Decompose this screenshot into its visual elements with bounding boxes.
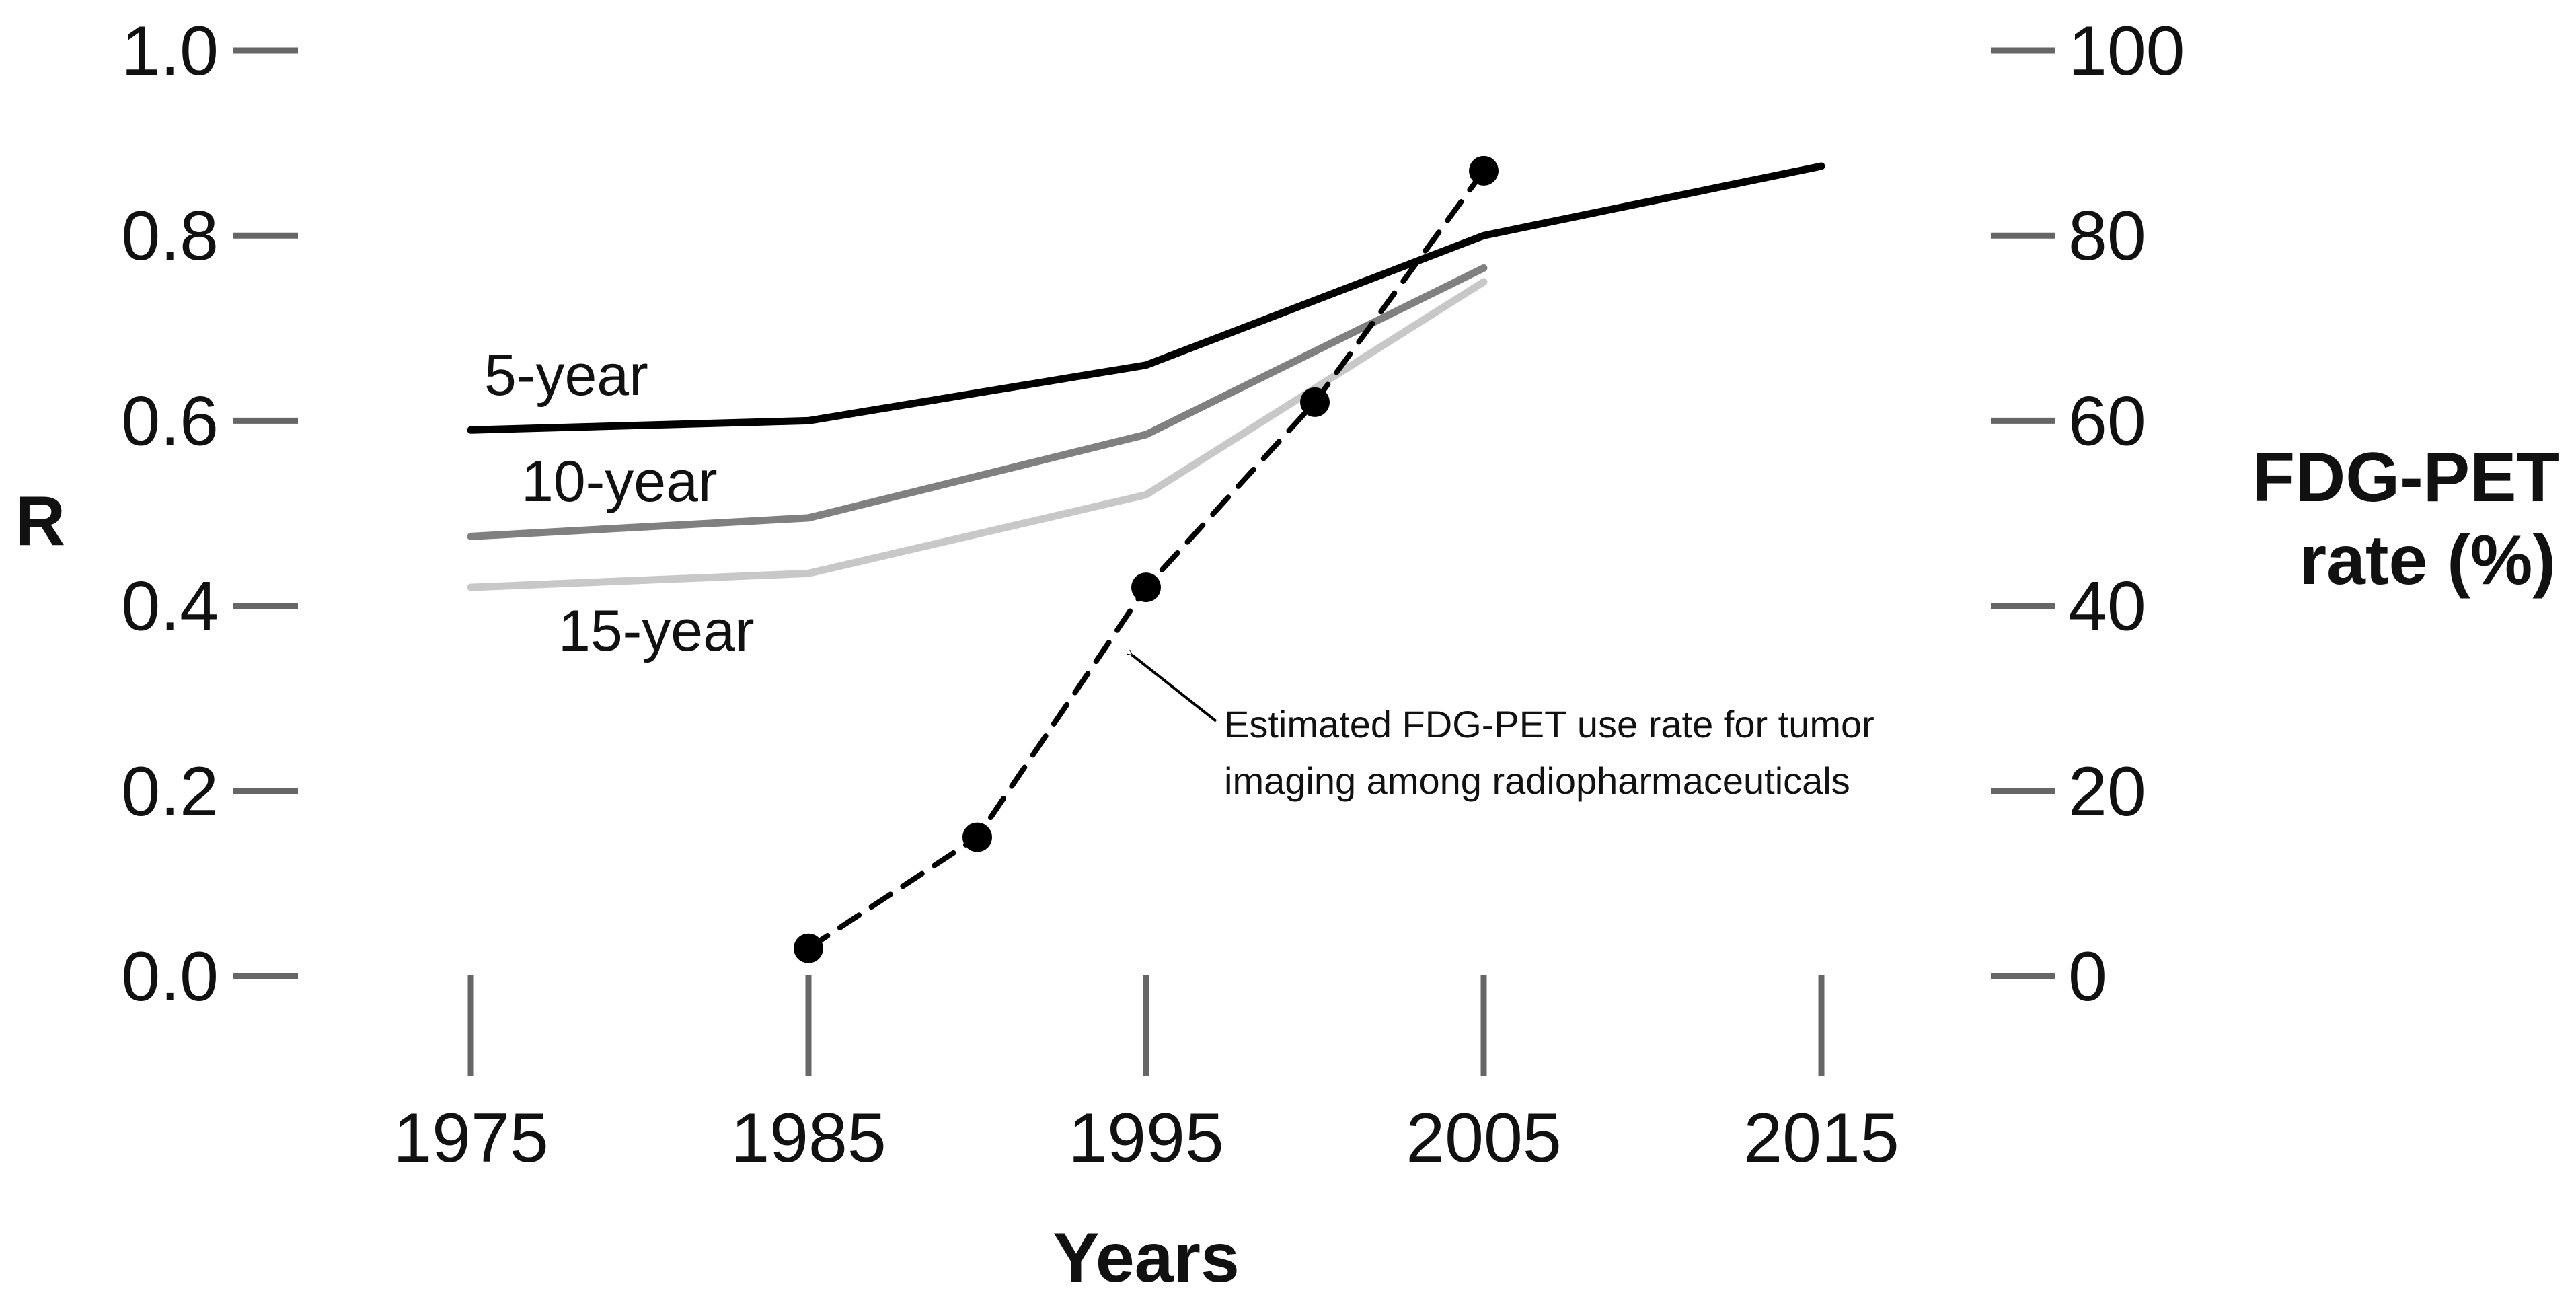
series-line-5-year <box>467 162 1825 434</box>
series-lines <box>467 155 1825 963</box>
x-tick-label: 2005 <box>1406 1099 1561 1177</box>
left-y-tick-label: 0.0 <box>121 938 219 1016</box>
right-y-axis-title-line1: FDG-PET <box>2252 439 2559 517</box>
right-y-tick-label: 0 <box>2068 938 2107 1016</box>
left-y-tick-label: 0.8 <box>121 197 219 275</box>
x-tick-label: 1995 <box>1068 1099 1223 1177</box>
right-y-tick-label: 60 <box>2068 382 2146 460</box>
right-y-tick-label: 20 <box>2068 753 2146 831</box>
x-tick-label: 1975 <box>393 1099 548 1177</box>
series-label-5-year: 5-year <box>484 343 648 408</box>
left-y-tick-label: 1.0 <box>121 12 219 90</box>
left-y-axis: 0.0 0.2 0.4 0.6 0.8 1.0 <box>121 12 298 1016</box>
series-line-15-year <box>467 278 1488 591</box>
annotation: Estimated FDG-PET use rate for tumor imag… <box>1132 655 1874 802</box>
x-tick-label: 1985 <box>730 1099 886 1177</box>
series-line-10-year <box>467 264 1488 540</box>
annotation-arrow <box>1132 655 1217 722</box>
x-axis: 1975 1985 1995 2005 2015 <box>393 975 1899 1177</box>
data-point <box>1469 155 1499 186</box>
right-y-axis-title-line2: rate (%) <box>2300 521 2556 599</box>
series-labels: 5-year 10-year 15-year <box>484 343 755 663</box>
annotation-text: imaging among radiopharmaceuticals <box>1224 759 1850 802</box>
annotation-text: Estimated FDG-PET use rate for tumor <box>1224 703 1874 745</box>
right-y-tick-label: 100 <box>2068 12 2185 90</box>
left-y-tick-label: 0.4 <box>121 568 219 646</box>
right-y-axis: 0 20 40 60 80 100 <box>1991 12 2185 1016</box>
left-y-axis-title: R <box>15 482 65 560</box>
data-point <box>962 822 992 852</box>
series-label-15-year: 15-year <box>558 599 755 663</box>
x-axis-title: Years <box>1053 1219 1240 1297</box>
series-label-10-year: 10-year <box>521 449 718 514</box>
data-point <box>1300 387 1330 417</box>
right-y-tick-label: 40 <box>2068 568 2146 646</box>
series-line-fdg-pet-rate <box>806 168 1486 951</box>
left-y-tick-label: 0.6 <box>121 382 219 460</box>
left-y-tick-label: 0.2 <box>121 753 219 831</box>
right-y-tick-label: 80 <box>2068 197 2146 275</box>
data-point <box>1131 572 1161 603</box>
x-tick-label: 2015 <box>1743 1099 1899 1177</box>
data-point <box>794 933 823 963</box>
